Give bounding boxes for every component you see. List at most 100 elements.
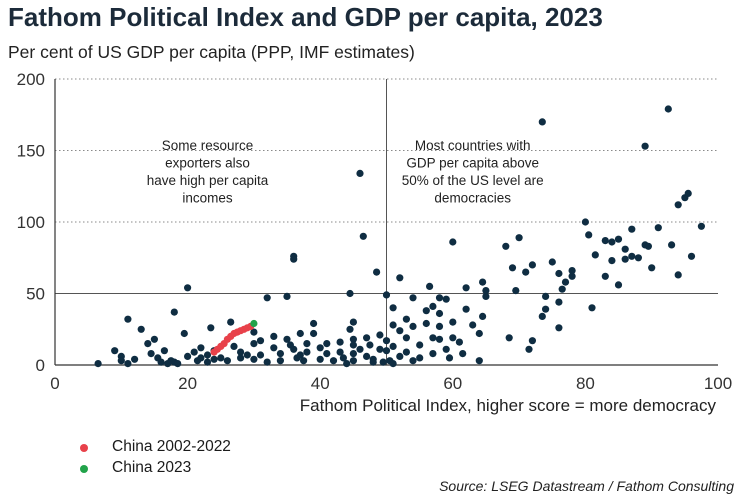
- country-point: [548, 258, 556, 266]
- legend-marker-china-history: [80, 444, 88, 452]
- country-point: [303, 348, 311, 356]
- country-point: [363, 334, 371, 342]
- country-point: [290, 255, 298, 263]
- country-point: [654, 224, 662, 232]
- country-point: [422, 319, 430, 328]
- country-point: [608, 257, 616, 265]
- country-point: [416, 354, 424, 362]
- country-point: [416, 341, 424, 349]
- country-point: [469, 321, 477, 329]
- country-point: [144, 340, 152, 348]
- country-point: [482, 287, 490, 295]
- country-point: [435, 322, 444, 330]
- country-point: [160, 347, 168, 355]
- country-point: [525, 345, 533, 353]
- country-point: [614, 281, 623, 289]
- country-point: [203, 358, 212, 366]
- country-point: [634, 254, 643, 262]
- country-point: [316, 355, 324, 363]
- country-point: [508, 264, 517, 272]
- country-point: [237, 348, 245, 356]
- country-point: [227, 318, 235, 326]
- country-point: [608, 238, 616, 246]
- country-point: [180, 329, 188, 338]
- country-point: [621, 245, 629, 253]
- country-point: [442, 295, 450, 303]
- country-point: [300, 357, 308, 365]
- country-point: [256, 351, 265, 359]
- y-tick-label: 100: [17, 213, 45, 232]
- country-point: [396, 327, 404, 335]
- country-point: [256, 337, 265, 345]
- annotations: Some resource exporters also have high per…: [147, 138, 544, 206]
- country-point: [402, 315, 410, 323]
- country-point: [585, 231, 593, 239]
- country-point: [339, 354, 347, 362]
- country-point: [336, 338, 344, 346]
- country-point: [409, 357, 417, 365]
- country-point: [561, 278, 570, 286]
- country-point: [628, 252, 636, 260]
- y-tick-label: 0: [36, 356, 45, 375]
- country-point: [664, 105, 672, 113]
- country-point: [237, 354, 245, 362]
- country-point: [210, 355, 218, 363]
- country-point: [396, 274, 404, 282]
- country-point: [687, 252, 696, 260]
- country-point: [459, 350, 467, 358]
- country-point: [674, 271, 682, 279]
- country-point: [296, 329, 304, 338]
- country-point: [614, 235, 623, 243]
- source-note: Source: LSEG Datastream / Fathom Consult…: [439, 478, 734, 494]
- country-point: [323, 350, 331, 358]
- country-point: [296, 351, 304, 359]
- country-point: [429, 350, 437, 358]
- country-point: [648, 264, 656, 272]
- country-point: [223, 357, 231, 365]
- country-point: [217, 354, 225, 362]
- country-point: [382, 291, 391, 299]
- y-tick-label: 200: [17, 70, 45, 89]
- country-point: [349, 350, 357, 358]
- country-point: [250, 340, 258, 348]
- y-tick-label: 50: [26, 285, 45, 304]
- country-point: [538, 118, 546, 126]
- country-point: [207, 324, 215, 332]
- country-point: [542, 292, 550, 300]
- country-point: [150, 335, 158, 343]
- country-point: [475, 357, 483, 365]
- country-point: [346, 289, 354, 298]
- annotation-line: Some resource: [162, 138, 254, 153]
- country-point: [316, 344, 324, 352]
- y-tick-label: 150: [17, 142, 45, 161]
- country-point: [422, 307, 430, 315]
- country-point: [445, 354, 454, 362]
- country-point: [409, 294, 417, 302]
- country-point: [558, 285, 566, 293]
- country-point: [522, 268, 530, 276]
- country-point: [356, 345, 364, 353]
- country-point: [303, 340, 311, 348]
- x-tick-label: 80: [576, 374, 595, 393]
- country-point: [409, 322, 417, 330]
- country-point: [402, 334, 410, 342]
- reference-lines: [55, 79, 718, 365]
- country-point: [449, 334, 457, 342]
- country-point: [369, 358, 377, 366]
- country-point: [389, 321, 397, 329]
- country-point: [475, 329, 483, 338]
- country-point: [644, 242, 653, 250]
- country-point: [290, 345, 298, 353]
- country-point: [479, 312, 487, 320]
- legend-label-china-history: China 2002-2022: [112, 438, 231, 455]
- country-point: [157, 358, 165, 366]
- country-point: [343, 360, 351, 368]
- country-point: [542, 305, 550, 313]
- country-point: [382, 347, 391, 355]
- country-point: [382, 337, 391, 345]
- country-point: [363, 352, 371, 360]
- x-tick-label: 100: [704, 374, 732, 393]
- data-points: [94, 105, 706, 368]
- country-point: [170, 308, 178, 316]
